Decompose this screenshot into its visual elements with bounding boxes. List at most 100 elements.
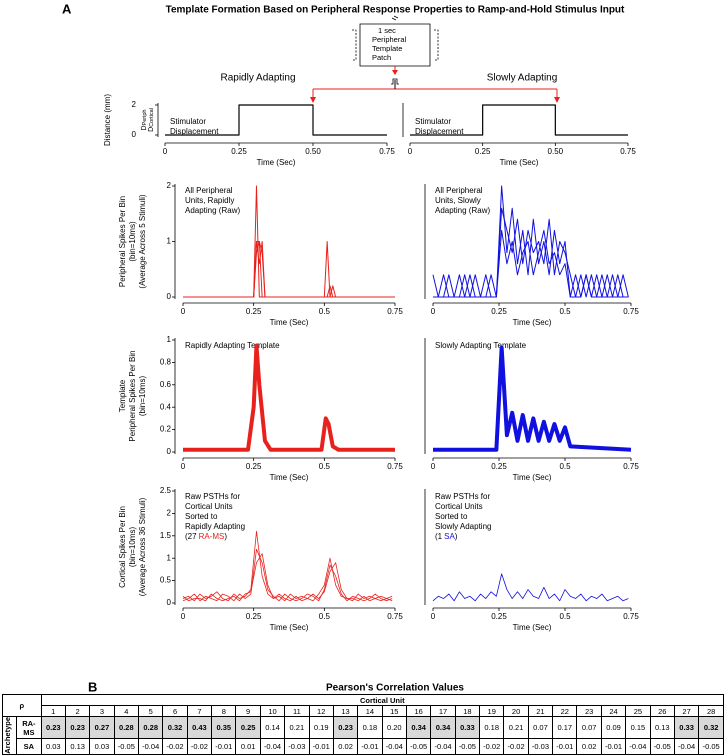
row-group-label: Archetype [3,717,12,754]
y-tick-label: 1 [167,335,172,344]
annotation: Units, Rapidly [185,196,234,205]
value-cell: 0.13 [64,738,91,755]
value-cell: 0.18 [357,715,383,740]
column-header: Slowly Adapting [487,73,558,84]
annotation: (1 SA) [435,532,458,541]
value-cell: 0.34 [430,715,456,740]
y-tick-label: 0.5 [160,576,172,585]
note-part: RA-MS [199,532,225,541]
column-label: 25 [625,705,651,717]
red-arrows [310,66,560,103]
patch-box [359,23,431,67]
y-tick-label: 0 [167,598,172,607]
data-line [433,229,629,298]
value-cell: 0.09 [600,715,627,740]
panel-title: Pearson's Correlation Values [326,683,464,694]
column-label: 13 [332,705,359,717]
schematic [352,15,439,67]
annotation: Adapting (Raw) [435,206,490,215]
annotation: Cortical Units [185,502,233,511]
y-tick-label: 1 [167,237,172,246]
row-label: RA-MS [16,715,42,740]
value-cell: -0.05 [113,738,140,755]
note-part: (27 [185,532,197,541]
note-part: ) [224,532,227,541]
figure: A Template Formation Based on Peripheral… [62,1,639,694]
annotation: Raw PSTHs for [435,492,490,501]
column-label: 14 [357,705,383,717]
y-axis-label: Template [118,379,127,412]
x-tick-label: 0 [431,612,436,621]
x-tick-label: 0.25 [246,612,262,621]
x-tick-label: 0.25 [491,307,507,316]
y-sublabel: DCortical [148,108,156,132]
x-tick-label: 0.5 [319,462,331,471]
value-cell: -0.04 [673,738,700,755]
value-cell: 0.25 [235,715,261,740]
rho-cell: ρ [2,694,42,717]
data-line [432,573,629,602]
value-cell: -0.05 [405,738,432,755]
annotation: Units, Slowly [435,196,481,205]
x-axis-label: Time (Sec) [513,318,552,327]
data-line [165,104,387,136]
y-tick-label: 0.8 [160,358,172,367]
data-line [183,241,395,298]
data-row: SA 0.03 0.13 0.03 -0.05 -0.04 -0.02 -0.02 -0.01 0… [3,738,724,755]
y-axis-label: (bin=10ms) [128,221,137,262]
annotation: All Peripheral [185,186,233,195]
column-label: 27 [673,705,700,717]
y-axis-label: Distance (mm) [103,94,112,146]
header-row: ρ Cortical Unit [2,694,725,717]
value-cell: -0.01 [357,738,383,755]
y-axis-label: (bin=10ms) [128,527,137,568]
x-tick-label: 0.25 [246,462,262,471]
value-cell: -0.05 [649,738,675,755]
annotation: Rapidly Adapting [185,522,245,531]
column-label: 18 [454,705,481,717]
value-cell: -0.04 [430,738,456,755]
data-line [182,530,393,602]
annotation: Sorted to [435,512,468,521]
x-tick-label: 0.5 [559,307,571,316]
x-tick-label: 0.75 [623,307,639,316]
x-tick-label: 0 [181,462,186,471]
value-cell: 0.01 [235,738,261,755]
x-tick-label: 0.50 [305,147,321,156]
value-cell: 0.07 [576,715,602,740]
chart: 0 0.25 0.50 0.75 Time (Sec) StimulatorDisplac… [402,103,636,167]
column-label: 21 [527,705,554,717]
annotation: Slowly Adapting Template [435,341,527,350]
y-tick-label: 0.4 [160,402,172,411]
y-tick-label: 0 [167,447,172,456]
break-mark [391,15,399,21]
chart: 0 0.25 0.50 0.75 Time (Sec) 0 2 Distance (mm) DP… [103,94,395,167]
x-tick-label: 0.25 [491,462,507,471]
value-cell: -0.02 [503,738,529,755]
column-label: 5 [138,705,164,717]
annotation: Cortical Units [435,502,483,511]
value-cell: -0.04 [259,738,286,755]
y-tick-label: 0 [132,130,137,139]
panel-title: Template Formation Based on Peripheral R… [166,5,625,16]
x-tick-label: 0.50 [548,147,564,156]
value-cell: 0.19 [308,715,334,740]
value-cell: -0.02 [162,738,188,755]
value-cell: 0.32 [698,715,724,740]
column-label: 9 [235,705,261,717]
row-group: Archetype [1,716,18,755]
x-tick-label: 0.75 [623,462,639,471]
header-cell: Cortical Unit [40,694,725,706]
column-label: 15 [381,705,407,717]
column-label: 17 [430,705,456,717]
x-tick-label: 0.25 [246,307,262,316]
x-tick-label: 0.75 [620,147,636,156]
value-cell: 0.07 [527,715,554,740]
value-cell: 0.20 [381,715,407,740]
column-label: 12 [308,705,334,717]
y-sublabel: DPeriph [141,110,149,131]
column-label: 26 [649,705,675,717]
value-cell: 0.03 [40,738,66,755]
value-cell: -0.03 [284,738,310,755]
